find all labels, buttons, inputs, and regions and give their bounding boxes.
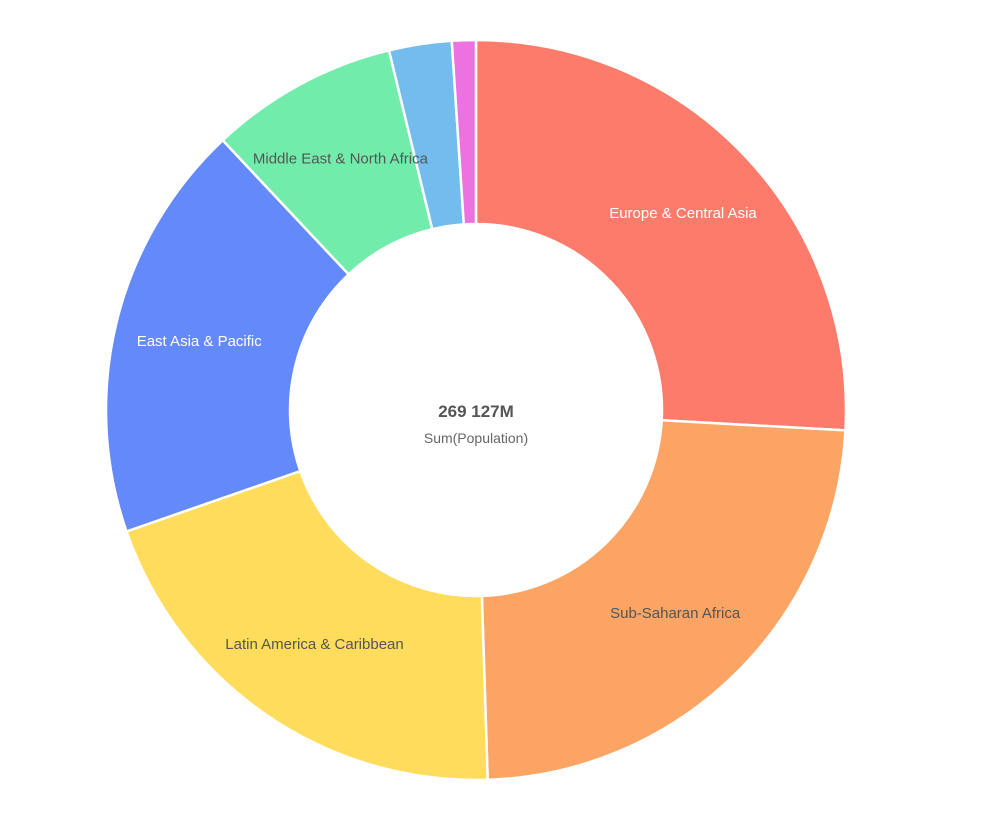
slice-3[interactable] (104, 139, 350, 533)
slice-labels-group: Europe & Central Asia Sub-Saharan Africa L… (137, 150, 758, 653)
slice-0[interactable] (474, 38, 848, 432)
slice-2[interactable] (125, 469, 489, 782)
slice-label-4: Middle East & North Africa (253, 150, 429, 167)
slices-group (104, 38, 848, 782)
center-measure-caption: Sum(Population) (424, 430, 528, 446)
center-total-value: 269 127M (438, 402, 514, 421)
slice-label-1: Sub-Saharan Africa (610, 605, 741, 622)
center-summary: 269 127M Sum(Population) (424, 402, 528, 446)
slice-6[interactable] (450, 38, 478, 226)
slice-label-3: East Asia & Pacific (137, 333, 263, 350)
slice-1[interactable] (480, 418, 847, 782)
slice-label-2: Latin America & Caribbean (225, 636, 403, 653)
slice-label-0: Europe & Central Asia (609, 205, 757, 222)
